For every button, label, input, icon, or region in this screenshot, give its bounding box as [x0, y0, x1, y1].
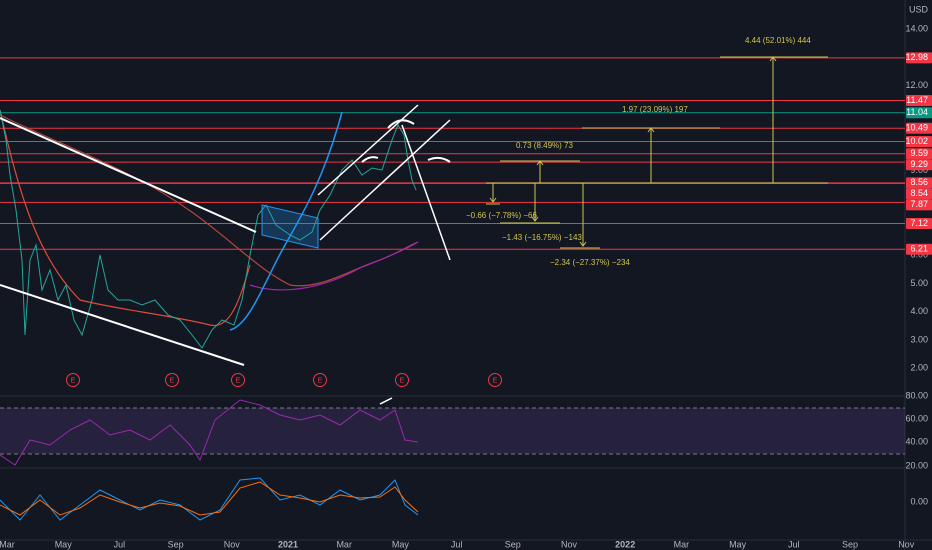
measure-label: −0.66 (−7.78%) −66 — [466, 211, 537, 220]
arrow-head — [647, 127, 655, 133]
rsi-line — [0, 399, 419, 466]
level-label: 10.02 — [905, 136, 928, 146]
time-tick-label: Jul — [451, 539, 463, 549]
time-tick-label: Nov — [224, 539, 241, 549]
earnings-label: E — [493, 377, 498, 384]
level-badge — [906, 243, 932, 255]
earnings-marker — [395, 373, 409, 387]
level-label: 11.04 — [906, 107, 928, 117]
arrow-head — [531, 216, 539, 222]
time-tick-label: May — [55, 539, 73, 549]
time-tick-label: May — [729, 539, 747, 549]
level-badge — [906, 95, 932, 107]
level-badge — [906, 136, 932, 148]
price-tick-label: 2.00 — [910, 363, 928, 373]
price-series — [0, 109, 417, 349]
earnings-marker — [313, 373, 327, 387]
time-tick-label: Sep — [505, 539, 521, 549]
breakdown-line — [401, 124, 451, 261]
earnings-label: E — [318, 377, 323, 384]
measure-label: −1.43 (−16.75%) −143 — [502, 233, 582, 242]
level-label: 7.87 — [910, 199, 928, 209]
time-tick-label: Sep — [168, 539, 184, 549]
rsi-mark — [379, 397, 393, 405]
overlay: 14.0012.009.006.005.004.003.002.0012.981… — [0, 23, 932, 549]
head-arc — [387, 119, 415, 129]
rsi-tick-label: 60.00 — [905, 413, 928, 423]
level-label: 12.98 — [905, 52, 928, 62]
price-tick-label: 5.00 — [910, 278, 928, 288]
arrow-head — [489, 197, 497, 203]
trend-curve — [229, 111, 343, 331]
time-tick-label: Nov — [561, 539, 578, 549]
time-tick-label: Mar — [0, 539, 15, 549]
time-tick-label: May — [392, 539, 410, 549]
shoulder-arc — [361, 156, 379, 163]
level-badge — [906, 218, 932, 230]
trendline — [0, 284, 245, 366]
time-tick-label: Mar — [674, 539, 690, 549]
earnings-label: E — [236, 377, 241, 384]
level-badge — [906, 188, 932, 200]
earnings-label: E — [400, 377, 405, 384]
currency-label: USD — [909, 4, 929, 14]
level-label: 8.56 — [910, 177, 928, 187]
arrow-head — [769, 56, 777, 62]
earnings-marker — [231, 373, 245, 387]
level-badge — [906, 199, 932, 211]
earnings-marker — [66, 373, 80, 387]
level-label: 9.59 — [910, 148, 928, 158]
level-label: 7.12 — [910, 218, 928, 228]
time-tick-label: Jul — [114, 539, 126, 549]
shoulder-arc — [427, 156, 451, 163]
level-badge — [906, 148, 932, 160]
channel-bottom — [319, 119, 451, 241]
ma-fast — [0, 109, 251, 327]
earnings-marker — [488, 373, 502, 387]
signal-line — [0, 481, 419, 516]
level-label: 11.47 — [906, 95, 928, 105]
time-tick-label: Jul — [788, 539, 800, 549]
measure-label: 4.44 (52.01%) 444 — [745, 36, 811, 45]
time-tick-label: Nov — [898, 539, 915, 549]
rsi-band — [0, 408, 905, 454]
earnings-marker — [165, 373, 179, 387]
price-tick-label: 4.00 — [910, 306, 928, 316]
earnings-label: E — [71, 377, 76, 384]
level-label: 6.21 — [910, 244, 928, 254]
flag-box — [261, 204, 319, 249]
arrow-head — [579, 241, 587, 247]
measure-label: 0.73 (8.49%) 73 — [516, 141, 573, 150]
level-label: 9.29 — [910, 159, 928, 169]
macd-tick-label: 0.00 — [910, 496, 928, 506]
measure-label: 1.97 (23.09%) 197 — [622, 105, 688, 114]
time-tick-label: Sep — [842, 539, 858, 549]
arrow-head — [536, 160, 544, 166]
rsi-tick-label: 80.00 — [905, 390, 928, 400]
price-tick-label: 14.00 — [905, 23, 928, 33]
trendline — [0, 117, 257, 233]
price-tick-label: 3.00 — [910, 334, 928, 344]
level-badge — [906, 177, 932, 189]
time-tick-label: 2021 — [278, 539, 298, 549]
level-badge — [906, 52, 932, 64]
earnings-label: E — [170, 377, 175, 384]
measure-label: −2.34 (−27.37%) −234 — [550, 258, 630, 267]
ma-long — [249, 241, 419, 291]
time-tick-label: Mar — [336, 539, 352, 549]
level-badge — [906, 107, 932, 119]
rsi-tick-label: 40.00 — [905, 436, 928, 446]
level-label: 10.49 — [905, 123, 928, 133]
level-badge — [906, 159, 932, 171]
rsi-tick-label: 20.00 — [905, 460, 928, 470]
time-tick-label: 2022 — [615, 539, 635, 549]
price-tick-label: 12.00 — [905, 80, 928, 90]
level-badge — [906, 122, 932, 134]
level-label: 8.54 — [910, 188, 928, 198]
